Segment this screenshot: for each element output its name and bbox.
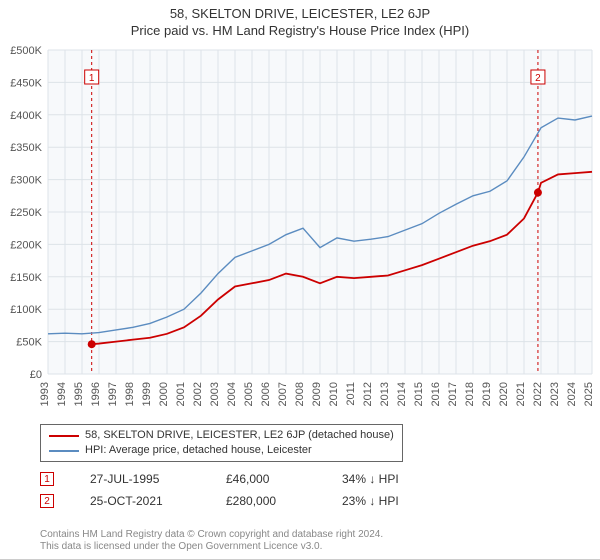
- svg-text:£50K: £50K: [16, 337, 42, 349]
- svg-text:2025: 2025: [583, 382, 595, 406]
- event-delta: 34% ↓ HPI: [342, 472, 442, 486]
- svg-text:2014: 2014: [396, 382, 408, 406]
- line-chart: £0 £50K £100K £150K £200K £250K £300K £350K £400…: [0, 44, 600, 420]
- footer-line: This data is licensed under the Open Gov…: [40, 541, 383, 553]
- title-block: 58, SKELTON DRIVE, LEICESTER, LE2 6JP Pr…: [0, 0, 600, 38]
- svg-text:2001: 2001: [175, 382, 187, 406]
- svg-text:£400K: £400K: [10, 110, 42, 122]
- legend-row: HPI: Average price, detached house, Leic…: [49, 443, 394, 458]
- svg-text:1: 1: [89, 73, 95, 84]
- legend-row: 58, SKELTON DRIVE, LEICESTER, LE2 6JP (d…: [49, 428, 394, 443]
- title-subtitle: Price paid vs. HM Land Registry's House …: [0, 23, 600, 38]
- svg-text:£0: £0: [30, 369, 42, 381]
- svg-text:1996: 1996: [90, 382, 102, 406]
- svg-text:£350K: £350K: [10, 142, 42, 154]
- svg-text:2011: 2011: [345, 382, 357, 406]
- svg-text:2019: 2019: [481, 382, 493, 406]
- event-row: 2 25-OCT-2021 £280,000 23% ↓ HPI: [40, 490, 442, 512]
- event-delta: 23% ↓ HPI: [342, 494, 442, 508]
- event-date: 25-OCT-2021: [90, 494, 190, 508]
- legend-swatch: [49, 435, 79, 437]
- event-marker-icon: 1: [40, 472, 54, 486]
- legend-label: 58, SKELTON DRIVE, LEICESTER, LE2 6JP (d…: [85, 428, 394, 443]
- svg-text:1995: 1995: [73, 382, 85, 406]
- svg-text:2015: 2015: [413, 382, 425, 406]
- event-marker-icon: 2: [40, 494, 54, 508]
- svg-text:2020: 2020: [498, 382, 510, 406]
- event-price: £280,000: [226, 494, 306, 508]
- svg-text:£300K: £300K: [10, 175, 42, 187]
- svg-text:2006: 2006: [260, 382, 272, 406]
- svg-text:2010: 2010: [328, 382, 340, 406]
- svg-text:2000: 2000: [158, 382, 170, 406]
- footer: Contains HM Land Registry data © Crown c…: [40, 529, 383, 553]
- svg-text:2012: 2012: [362, 382, 374, 406]
- legend-label: HPI: Average price, detached house, Leic…: [85, 443, 312, 458]
- svg-text:2005: 2005: [243, 382, 255, 406]
- svg-text:1993: 1993: [39, 382, 51, 406]
- title-address: 58, SKELTON DRIVE, LEICESTER, LE2 6JP: [0, 6, 600, 21]
- event-date: 27-JUL-1995: [90, 472, 190, 486]
- events-table: 1 27-JUL-1995 £46,000 34% ↓ HPI 2 25-OCT…: [40, 468, 442, 512]
- svg-text:2016: 2016: [430, 382, 442, 406]
- chart-area: £0 £50K £100K £150K £200K £250K £300K £350K £400…: [0, 44, 600, 420]
- chart-container: 58, SKELTON DRIVE, LEICESTER, LE2 6JP Pr…: [0, 0, 600, 560]
- svg-text:1999: 1999: [141, 382, 153, 406]
- svg-text:2024: 2024: [566, 382, 578, 406]
- svg-text:£200K: £200K: [10, 239, 42, 251]
- svg-text:2017: 2017: [447, 382, 459, 406]
- svg-text:2023: 2023: [549, 382, 561, 406]
- svg-text:£450K: £450K: [10, 77, 42, 89]
- legend-swatch: [49, 450, 79, 452]
- legend: 58, SKELTON DRIVE, LEICESTER, LE2 6JP (d…: [40, 424, 403, 462]
- event-price: £46,000: [226, 472, 306, 486]
- event-row: 1 27-JUL-1995 £46,000 34% ↓ HPI: [40, 468, 442, 490]
- svg-text:2021: 2021: [515, 382, 527, 406]
- svg-text:2018: 2018: [464, 382, 476, 406]
- svg-text:2: 2: [535, 73, 541, 84]
- svg-text:2009: 2009: [311, 382, 323, 406]
- svg-text:£150K: £150K: [10, 272, 42, 284]
- svg-text:2013: 2013: [379, 382, 391, 406]
- svg-text:1998: 1998: [124, 382, 136, 406]
- svg-text:1997: 1997: [107, 382, 119, 406]
- svg-text:2008: 2008: [294, 382, 306, 406]
- svg-text:£250K: £250K: [10, 207, 42, 219]
- footer-line: Contains HM Land Registry data © Crown c…: [40, 529, 383, 541]
- svg-text:2007: 2007: [277, 382, 289, 406]
- svg-text:2004: 2004: [226, 382, 238, 406]
- svg-text:£100K: £100K: [10, 304, 42, 316]
- svg-text:2003: 2003: [209, 382, 221, 406]
- svg-text:£500K: £500K: [10, 45, 42, 57]
- svg-text:2022: 2022: [532, 382, 544, 406]
- svg-text:1994: 1994: [56, 382, 68, 406]
- svg-text:2002: 2002: [192, 382, 204, 406]
